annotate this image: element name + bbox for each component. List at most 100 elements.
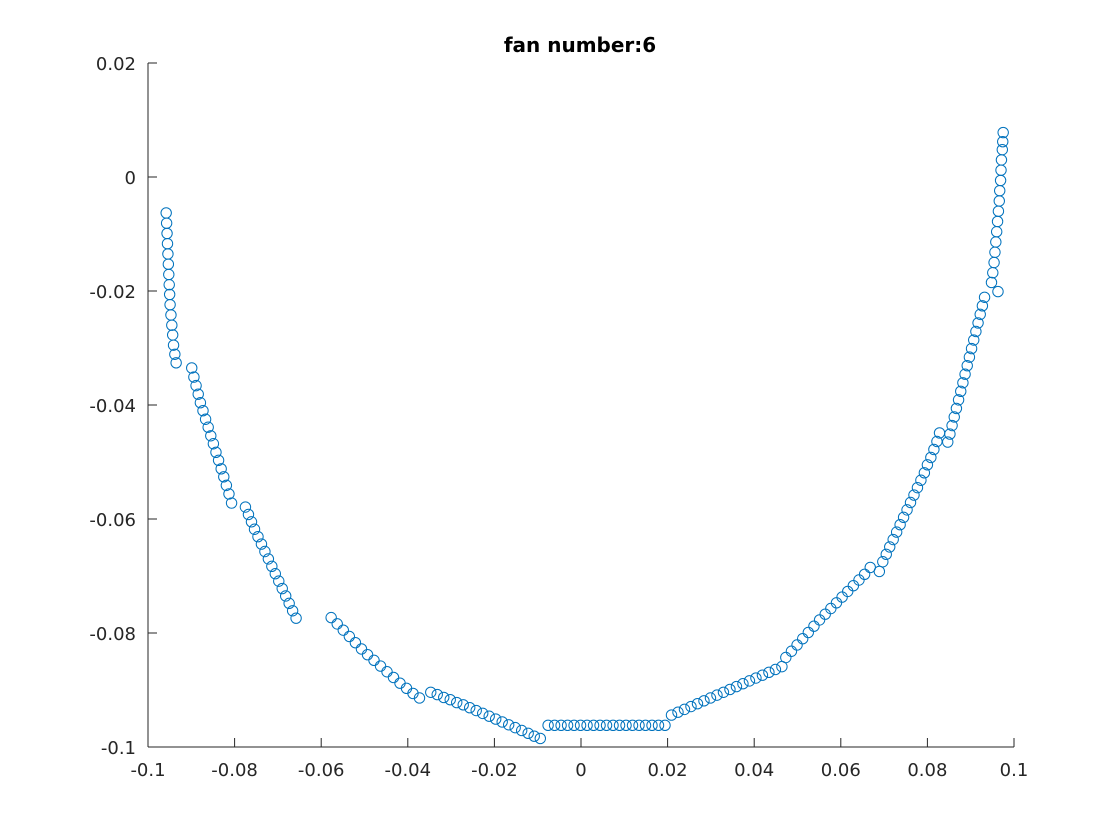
data-point — [600, 719, 613, 732]
data-point — [190, 379, 202, 392]
data-point — [942, 436, 954, 448]
data-point — [711, 689, 723, 701]
data-point — [381, 666, 393, 678]
data-point — [581, 719, 593, 732]
x-tick-label: 0.08 — [907, 760, 947, 781]
data-point — [343, 630, 356, 643]
data-point — [970, 325, 982, 338]
data-point — [239, 501, 252, 513]
data-point — [763, 666, 775, 679]
data-point — [724, 683, 736, 696]
data-point — [904, 496, 917, 509]
data-point — [528, 730, 540, 742]
data-point — [266, 560, 278, 573]
data-point — [877, 556, 889, 568]
x-tick-label: 0.04 — [734, 760, 774, 781]
data-point — [215, 463, 227, 475]
data-point — [387, 671, 400, 684]
data-point — [166, 319, 178, 331]
data-point — [561, 719, 574, 732]
data-point — [976, 300, 989, 312]
data-point — [290, 612, 302, 624]
y-tick-label: -0.1 — [101, 738, 136, 759]
data-point — [331, 618, 343, 630]
x-tick-label: -0.04 — [385, 760, 432, 781]
data-point — [431, 688, 443, 701]
data-point — [955, 385, 967, 398]
data-point — [890, 526, 903, 538]
data-point — [502, 719, 515, 731]
data-point — [279, 590, 292, 602]
data-point — [887, 533, 899, 546]
data-point — [652, 719, 665, 732]
data-point — [425, 686, 437, 698]
data-point — [659, 719, 671, 732]
data-point — [464, 701, 476, 714]
data-point — [273, 575, 285, 587]
data-point — [242, 508, 255, 521]
data-point — [594, 719, 606, 732]
data-point — [997, 126, 1009, 139]
data-point — [957, 377, 969, 389]
data-point — [496, 716, 508, 728]
data-point — [880, 548, 892, 561]
data-point — [791, 639, 803, 651]
data-point — [737, 678, 749, 690]
data-point — [259, 545, 271, 558]
data-point — [438, 691, 450, 704]
data-point — [743, 675, 756, 687]
data-point — [613, 719, 626, 732]
data-point — [974, 308, 986, 321]
data-point — [276, 582, 288, 595]
data-point — [207, 438, 220, 450]
data-point — [220, 479, 233, 492]
data-point — [685, 700, 697, 713]
data-point — [170, 357, 182, 369]
data-point — [950, 402, 963, 415]
data-point — [212, 454, 225, 466]
data-point — [555, 719, 567, 732]
x-tick-label: 0.1 — [1000, 760, 1029, 781]
y-tick-label: -0.02 — [89, 282, 136, 303]
data-point — [252, 530, 264, 543]
data-point — [808, 620, 820, 632]
plot-axes: -0.1 -0.08 -0.06 -0.04 -0.02 0 0.02 0.04 0.06 0.0… — [89, 54, 1028, 781]
data-point — [796, 633, 809, 645]
data-point — [698, 695, 710, 707]
data-point — [470, 704, 482, 717]
data-point — [925, 451, 937, 464]
data-point — [255, 538, 268, 550]
data-point — [944, 428, 956, 440]
data-point — [946, 419, 958, 432]
data-point — [218, 471, 230, 483]
data-point — [785, 645, 798, 657]
data-point — [574, 719, 587, 732]
data-point — [978, 291, 991, 303]
data-point — [672, 706, 684, 718]
data-point — [607, 719, 619, 732]
data-point — [245, 516, 258, 528]
data-point — [534, 732, 546, 745]
y-tick-label: -0.04 — [89, 396, 136, 417]
data-point — [965, 342, 978, 355]
x-tick-label: -0.08 — [211, 760, 258, 781]
data-point — [188, 371, 200, 383]
y-tick-label: -0.08 — [89, 624, 136, 645]
x-tick-label: 0.06 — [821, 760, 861, 781]
data-point — [665, 709, 678, 721]
data-point — [477, 707, 489, 720]
x-tick-label: 0.02 — [648, 760, 688, 781]
data-point — [780, 651, 792, 664]
data-point — [286, 605, 299, 617]
data-point — [337, 624, 349, 636]
data-point — [626, 719, 639, 732]
data-point — [730, 680, 743, 693]
data-point — [325, 611, 337, 624]
x-tick-label: -0.06 — [298, 760, 345, 781]
data-point — [620, 719, 632, 732]
data-point — [952, 394, 965, 406]
data-point — [210, 446, 222, 459]
data-point — [646, 719, 658, 732]
data-point — [509, 721, 521, 734]
